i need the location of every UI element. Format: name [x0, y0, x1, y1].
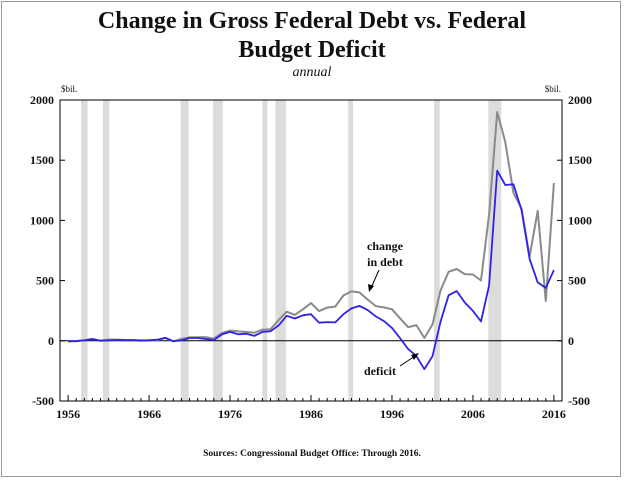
chart-subtitle: annual: [292, 65, 332, 80]
x-tick-label: 1956: [56, 407, 80, 421]
source-note: Sources: Congressional Budget Office: Th…: [203, 449, 421, 459]
series-line-debt: [68, 111, 555, 343]
recession-band-6: [275, 100, 286, 401]
x-tick-label: 1986: [299, 407, 323, 421]
annotation-deficit: deficit: [364, 364, 396, 378]
annotation-change-in-debt-line2: in debt: [367, 255, 403, 269]
y-tick-label-left: 0: [48, 334, 54, 348]
x-tick-label: 2016: [542, 407, 566, 421]
recession-band-3: [180, 100, 189, 401]
annotation-change-in-debt-line1: change: [367, 239, 404, 253]
plot-border: [59, 99, 563, 402]
recession-band-1: [81, 100, 88, 401]
y-tick-label-left: 1000: [30, 213, 54, 227]
chart-title-line1: Change in Gross Federal Debt vs. Federal: [97, 8, 527, 34]
y-tick-label-right: 1500: [568, 153, 592, 167]
series-line-deficit: [68, 169, 555, 371]
annotation-arrow-deficit: [399, 355, 416, 367]
y-tick-label-left: 2000: [30, 93, 54, 107]
x-tick-label: 1976: [218, 407, 242, 421]
annotation-arrowhead-deficit: [411, 353, 419, 360]
y-tick-label-right: -500: [568, 394, 590, 408]
y-tick-label-left: -500: [32, 394, 54, 408]
recession-band-4: [213, 100, 223, 401]
recession-band-7: [348, 100, 354, 401]
recession-band-5: [262, 100, 268, 401]
y-tick-label-right: 0: [568, 334, 574, 348]
chart-title-line2: Budget Deficit: [238, 37, 386, 63]
y-tick-label-right: 2000: [568, 93, 592, 107]
y-tick-label-right: 1000: [568, 213, 592, 227]
x-tick-label: 1996: [380, 407, 404, 421]
unit-label-left: $bil.: [61, 84, 77, 94]
unit-label-right: $bil.: [545, 84, 561, 94]
y-tick-label-left: 500: [36, 274, 54, 288]
x-tick-label: 1966: [137, 407, 161, 421]
x-tick-label: 2006: [461, 407, 485, 421]
annotation-arrow-debt: [370, 269, 380, 289]
recession-band-8: [434, 100, 440, 401]
y-tick-label-left: 1500: [30, 153, 54, 167]
recession-band-2: [102, 100, 110, 401]
y-tick-label-right: 500: [568, 274, 586, 288]
annotation-arrowhead-debt: [368, 284, 374, 292]
